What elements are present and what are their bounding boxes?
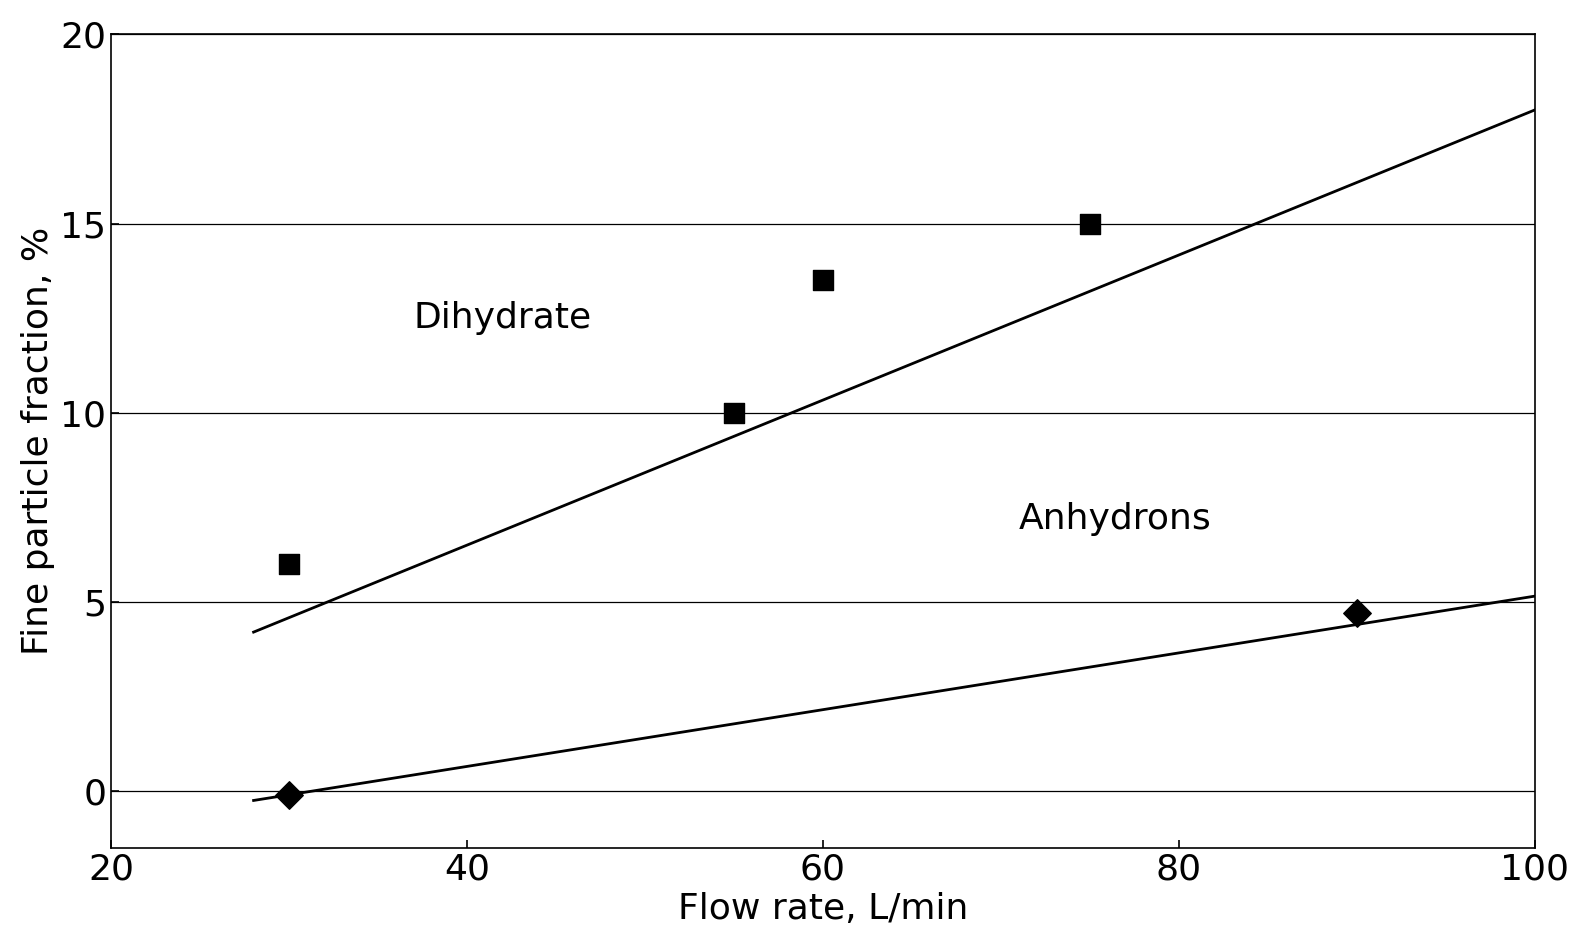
X-axis label: Flow rate, L/min: Flow rate, L/min xyxy=(677,892,968,926)
Point xyxy=(277,557,302,572)
Point xyxy=(1076,216,1102,231)
Text: Dihydrate: Dihydrate xyxy=(413,301,591,335)
Point xyxy=(277,787,302,802)
Text: Anhydrons: Anhydrons xyxy=(1019,502,1212,536)
Point xyxy=(1344,606,1369,621)
Point xyxy=(722,405,747,420)
Point xyxy=(811,273,836,288)
Y-axis label: Fine particle fraction, %: Fine particle fraction, % xyxy=(21,227,54,655)
